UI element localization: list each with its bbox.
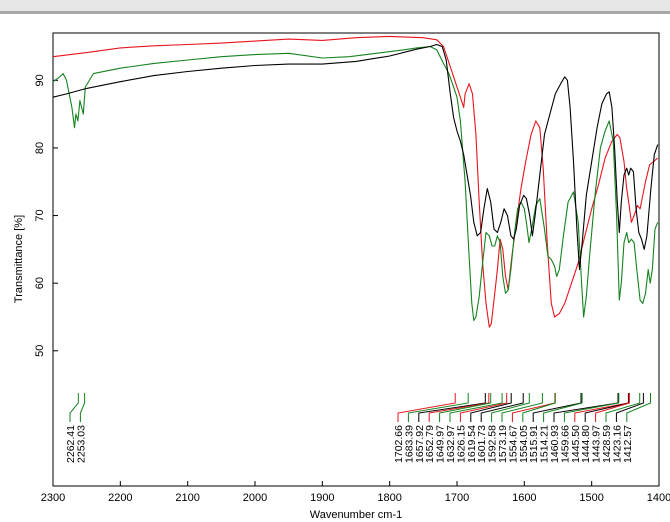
peak-label: 1412.57 [622,425,634,463]
peak-label: 1652.79 [424,425,436,463]
peak-marker [69,393,79,422]
peak-label: 1657.92 [414,425,426,463]
peak-marker [615,393,644,422]
peak-label: 1702.66 [393,425,405,463]
peak-marker [459,393,508,422]
spectrum-lines [52,35,659,328]
peak-label: 1515.91 [528,425,540,463]
peak-marker [553,393,619,422]
peak-marker [605,393,641,422]
peak-marker [563,393,620,422]
x-tick-label: 2300 [41,492,65,504]
peak-label: 1460.93 [549,425,561,463]
peak-label: 2262.41 [65,425,77,463]
spectrum-line [52,45,659,321]
peak-label: 1445.50 [570,425,582,463]
x-tick-label: 1900 [310,492,334,504]
plot-frame [52,32,660,487]
x-axis-label: Wavenumber cm-1 [310,509,403,521]
peak-label: 1632.97 [445,425,457,463]
x-tick-label: 1500 [579,492,603,504]
peak-marker [439,393,492,422]
y-tick-label: 80 [34,142,46,154]
peak-marker [79,393,86,422]
x-tick-label: 1700 [445,492,469,504]
peak-marker [428,393,490,422]
spectrum-line [52,43,659,271]
x-tick-label: 1400 [647,492,670,504]
peak-label: 1514.21 [539,425,551,463]
y-axis-label: Transmittance [%] [13,215,25,303]
peak-marker [501,393,543,422]
peak-label: 1554.67 [507,425,519,463]
peak-label: 2253.03 [75,425,87,463]
peak-marker [532,393,582,422]
peak-label: 1554.05 [518,425,530,463]
peak-marker [626,393,651,422]
y-axis: 50 60 70 80 90 [34,74,58,357]
x-tick-label: 2000 [243,492,267,504]
peak-marker [491,393,530,422]
peak-marker [397,393,456,422]
peak-label: 1444.80 [580,425,592,463]
x-tick-label: 1800 [377,492,401,504]
peak-label: 1443.97 [591,425,603,463]
peak-marker [449,393,503,422]
peak-label: 1459.66 [559,425,571,463]
y-tick-label: 50 [34,345,46,357]
peak-label: 1573.19 [497,425,509,463]
x-axis: 2300 2200 2100 2000 1900 1800 1700 1600 1500 1400 [41,481,670,504]
peak-marker [584,393,630,422]
peak-marker [543,393,583,422]
header-rule [0,0,670,14]
peak-label: 1649.97 [435,425,447,463]
peak-label: 1592.58 [487,425,499,463]
peak-marker [522,393,556,422]
x-tick-label: 1600 [512,492,536,504]
y-tick-label: 70 [34,209,46,221]
peak-marker [418,393,486,422]
y-tick-label: 90 [34,74,46,86]
peak-label: 1423.16 [611,425,623,463]
x-tick-label: 2100 [175,492,199,504]
peak-marker [595,393,630,422]
x-tick-label: 2200 [108,492,132,504]
peak-label: 1601.73 [476,425,488,463]
peak-label: 1428.59 [601,425,613,463]
peak-marker [574,393,629,422]
peak-marker [407,393,469,422]
peak-label: 1626.15 [455,425,467,463]
peak-label: 1683.39 [403,425,415,463]
peak-label: 1619.54 [466,425,478,463]
peak-marker [480,393,524,422]
peak-marker [470,393,512,422]
y-tick-label: 60 [34,277,46,289]
